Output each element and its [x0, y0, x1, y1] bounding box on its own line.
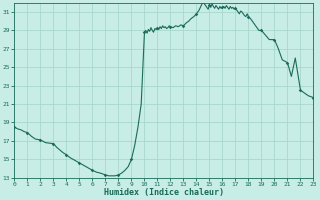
- X-axis label: Humidex (Indice chaleur): Humidex (Indice chaleur): [104, 188, 224, 197]
